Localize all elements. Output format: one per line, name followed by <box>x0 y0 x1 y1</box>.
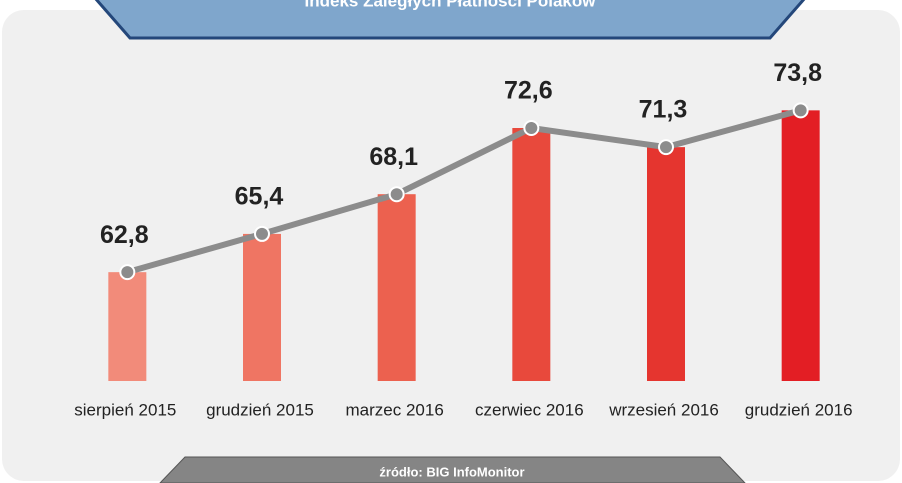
bar <box>108 272 147 381</box>
data-label: 72,6 <box>504 77 553 105</box>
x-tick-label: czerwiec 2016 <box>475 400 584 419</box>
data-label: 73,8 <box>773 59 822 87</box>
data-label: 71,3 <box>639 96 688 124</box>
bar <box>243 233 281 381</box>
x-tick-label: grudzień 2016 <box>745 400 853 419</box>
bar <box>512 128 551 381</box>
point <box>523 120 540 137</box>
data-label: 65,4 <box>235 183 284 211</box>
source-tab <box>159 456 746 483</box>
point <box>119 264 136 281</box>
bar <box>781 110 820 381</box>
point <box>254 225 270 242</box>
bar <box>377 194 416 381</box>
source: źródło: BIG InfoMonitor <box>379 464 524 479</box>
point <box>792 102 809 119</box>
x-tick-label: wrzesień 2016 <box>608 400 719 419</box>
point <box>388 186 405 203</box>
data-label: 68,1 <box>369 143 418 171</box>
bar <box>647 147 685 381</box>
chart-title: Indeks Zaległych Płatności Polaków <box>305 0 597 10</box>
point <box>658 139 674 156</box>
title-tab <box>94 0 806 40</box>
x-tick-label: grudzień 2015 <box>206 400 314 419</box>
data-label: 62,8 <box>100 221 149 249</box>
trend-line <box>126 107 802 276</box>
x-tick-label: sierpień 2015 <box>74 400 176 419</box>
x-tick-label: marzec 2016 <box>346 400 444 419</box>
